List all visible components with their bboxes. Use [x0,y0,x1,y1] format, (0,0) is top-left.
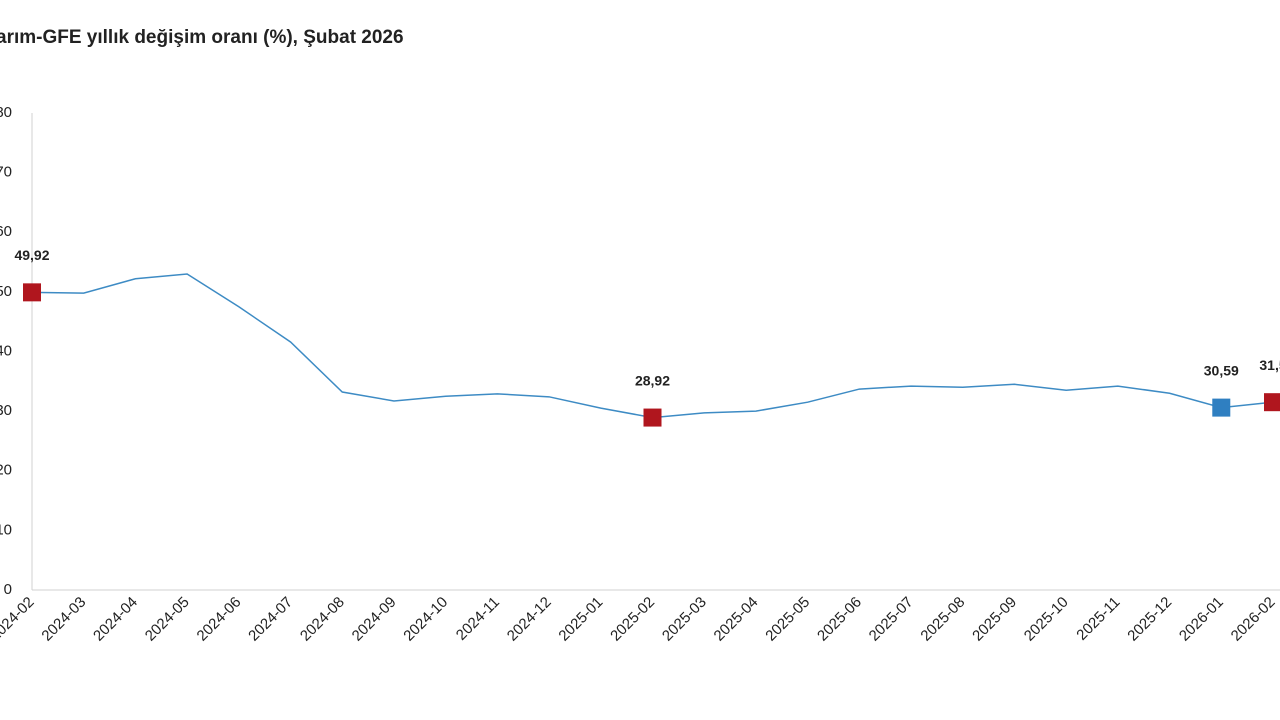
x-tick-label: 2024-07 [245,594,296,645]
y-tick-label: 40 [0,342,12,359]
x-tick-label: 2025-02 [607,594,658,645]
x-tick-label: 2026-01 [1176,594,1227,645]
x-tick-label: 2024-08 [297,594,348,645]
line [31,273,1274,419]
x-tick-label: 2025-09 [969,594,1020,645]
marker [23,283,41,302]
x-tick-label: 2024-10 [400,594,451,645]
y-tick-label: 0 [4,581,12,598]
marker [1212,398,1231,417]
chart-title: arım-GFE yıllık değişim oranı (%), Şubat… [0,27,404,48]
x-tick-label: 2024-09 [349,594,400,645]
x-tick-label: 2024-06 [194,594,245,645]
x-tick-label: 2024-03 [38,594,89,645]
x-tick-label: 2025-05 [762,594,813,645]
marker [1264,393,1280,412]
value-label: 49,92 [14,247,49,263]
x-tick-label: 2025-06 [814,594,865,645]
x-tick-label: 2024-12 [504,594,555,645]
marker [643,408,662,427]
x-tick-label: 2025-11 [1073,594,1123,644]
value-label: 28,92 [635,372,670,388]
x-tick-label: 2025-12 [1124,594,1175,645]
x-tick-label: 2025-04 [711,594,762,645]
x-tick-label: 2026-02 [1228,594,1279,645]
x-tick-label: 2025-08 [917,594,968,645]
x-tick-label: 2024-02 [0,594,38,645]
value-label: 31,5 [1259,357,1280,373]
y-tick-label: 20 [0,462,12,479]
x-tick-label: 2025-03 [659,594,710,645]
x-tick-label: 2025-10 [1021,594,1072,645]
x-tick-label: 2025-01 [555,594,606,645]
y-tick-label: 50 [0,283,12,300]
y-tick-label: 10 [0,521,12,538]
y-tick-label: 30 [0,402,12,419]
y-tick-label: 70 [0,164,12,181]
y-tick-label: 80 [0,104,12,121]
value-label: 30,59 [1204,362,1239,378]
x-tick-label: 2024-11 [453,594,503,644]
x-tick-label: 2024-04 [90,594,141,645]
x-tick-label: 2024-05 [142,594,193,645]
x-tick-label: 2025-07 [866,594,917,645]
y-tick-label: 60 [0,223,12,240]
